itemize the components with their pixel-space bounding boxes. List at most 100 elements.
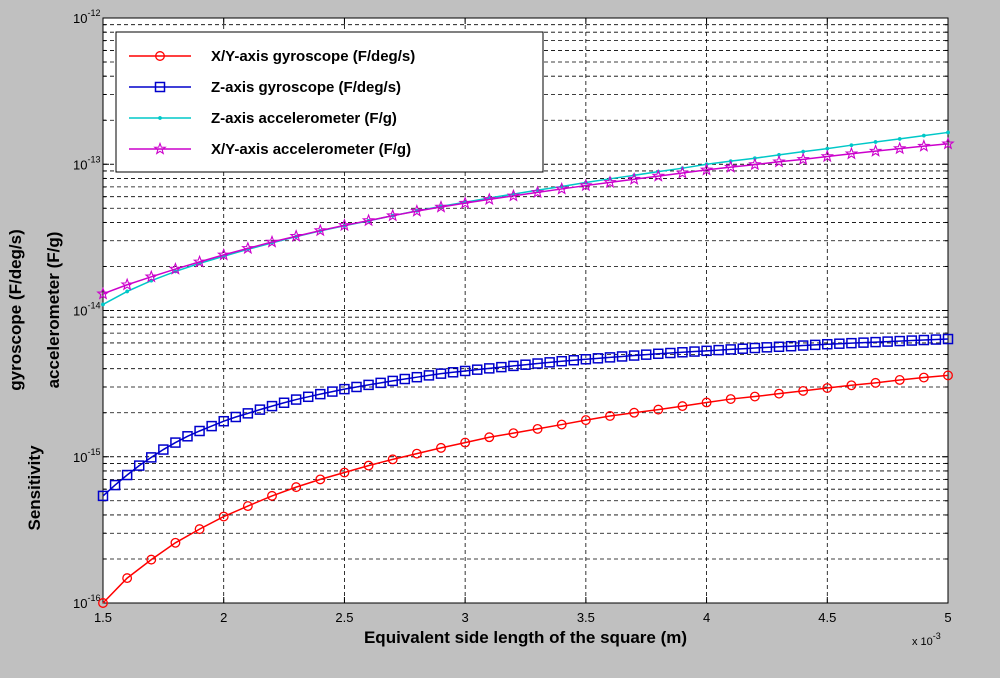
y-axis-title-line: accelerometer (F/g): [44, 232, 63, 389]
data-point: [774, 388, 784, 399]
x-axis-title: Equivalent side length of the square (m): [364, 628, 687, 647]
data-point: [387, 454, 398, 465]
data-point: [447, 367, 459, 378]
data-point: [265, 234, 279, 248]
data-point: [375, 377, 386, 389]
data-point: [216, 247, 231, 261]
data-point: [290, 394, 302, 405]
data-point: [749, 342, 761, 354]
data-point: [484, 432, 495, 443]
data-point: [122, 573, 133, 584]
data-point: [339, 383, 350, 395]
data-point: [946, 130, 950, 135]
data-point: [556, 419, 567, 430]
data-point: [410, 204, 424, 217]
data-point: [434, 199, 448, 213]
data-point: [339, 467, 350, 478]
data-point: [532, 358, 543, 369]
legend-label: Z-axis accelerometer (F/g): [211, 110, 397, 127]
legend-entry: Z-axis gyroscope (F/deg/s): [129, 79, 401, 96]
data-point: [254, 404, 266, 415]
data-point: [894, 335, 905, 347]
data-point: [436, 442, 446, 453]
data-point: [628, 350, 640, 361]
data-point: [291, 482, 302, 493]
data-point: [289, 229, 303, 242]
data-point: [809, 339, 821, 351]
data-point: [337, 218, 352, 232]
legend: X/Y-axis gyroscope (F/deg/s) Z-axis gyros…: [115, 31, 544, 173]
data-point: [158, 444, 169, 455]
data-point: [822, 338, 833, 350]
data-point: [701, 345, 712, 357]
data-point: [363, 379, 374, 391]
x-tick-label: 3.5: [577, 610, 595, 625]
data-point: [125, 289, 130, 294]
data-point: [496, 361, 507, 373]
series-line: [102, 131, 949, 306]
data-point: [822, 383, 833, 393]
data-point: [101, 302, 105, 307]
data-point: [144, 269, 159, 283]
data-point: [544, 357, 555, 368]
data-point: [315, 474, 326, 485]
data-point: [870, 377, 881, 388]
data-point: [921, 133, 926, 138]
legend-marker: [155, 51, 165, 61]
legend-marker: [154, 81, 166, 93]
data-point: [785, 340, 797, 352]
data-point: [930, 334, 942, 345]
data-point: [943, 370, 953, 381]
data-point: [97, 490, 109, 502]
legend-label: X/Y-axis gyroscope (F/deg/s): [211, 48, 415, 65]
data-point: [351, 381, 362, 393]
data-point: [665, 347, 676, 359]
data-point: [482, 192, 497, 206]
x-tick-label: 2.5: [335, 610, 353, 625]
data-point: [399, 373, 411, 385]
data-point: [133, 460, 145, 471]
data-point: [725, 344, 736, 355]
data-point: [604, 352, 616, 363]
data-point: [278, 397, 290, 409]
data-point: [627, 172, 641, 185]
data-point: [508, 428, 519, 439]
data-point: [749, 391, 760, 402]
data-point: [897, 136, 902, 141]
data-point: [699, 162, 714, 176]
data-point: [616, 351, 628, 362]
data-point: [579, 178, 593, 192]
data-point: [423, 370, 435, 381]
data-point: [834, 338, 845, 349]
data-point: [460, 437, 471, 448]
x-axis-multiplier: x 10-3: [912, 631, 941, 648]
data-point: [459, 365, 471, 377]
data-point: [387, 375, 398, 387]
data-point: [892, 141, 907, 155]
data-point: [846, 337, 857, 349]
data-point: [796, 152, 810, 166]
legend-entry: Z-axis accelerometer (F/g): [129, 110, 397, 127]
data-point: [580, 354, 592, 365]
data-point: [882, 336, 893, 347]
data-point: [677, 347, 688, 358]
y-axis-title-line: gyroscope (F/deg/s): [6, 229, 25, 391]
data-point: [363, 460, 374, 471]
series-4: [96, 136, 955, 300]
x-tick-label: 4.5: [818, 610, 836, 625]
y-axis-title-line: Sensitivity: [25, 445, 44, 531]
data-point: [121, 469, 133, 481]
data-point: [873, 140, 878, 144]
data-point: [109, 479, 121, 491]
data-point: [651, 169, 666, 182]
data-point: [725, 394, 736, 405]
data-point: [508, 360, 519, 372]
data-point: [942, 333, 954, 345]
data-point: [773, 341, 785, 353]
data-point: [302, 391, 314, 403]
legend-label: X/Y-axis accelerometer (F/g): [211, 141, 411, 158]
data-point: [218, 415, 229, 427]
data-point: [748, 157, 762, 171]
